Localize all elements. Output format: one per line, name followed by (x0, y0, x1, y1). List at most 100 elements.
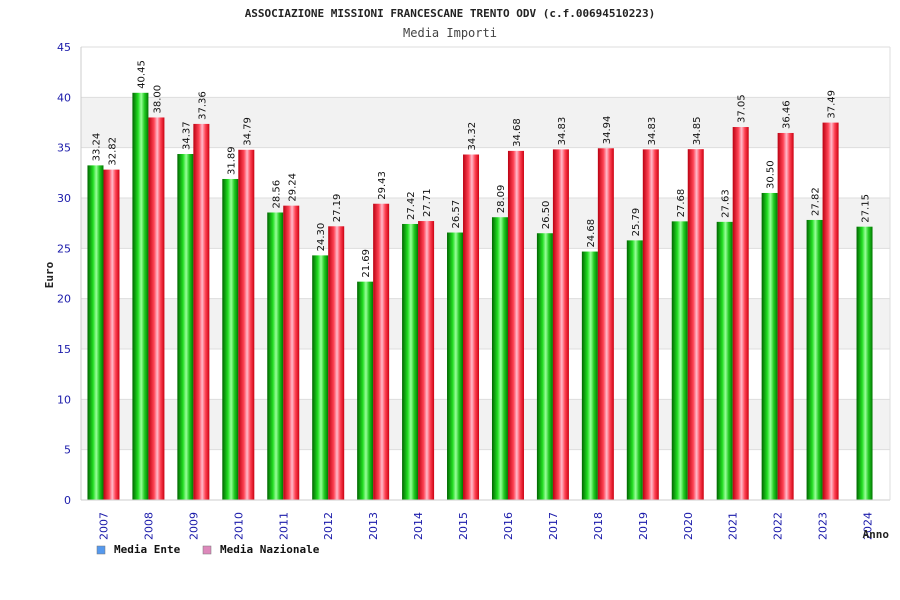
x-tick-label-2019: 2019 (637, 512, 650, 540)
bar-media-ente-2021 (716, 221, 733, 500)
x-tick-labels: 2007 2008 2009 2010 2011 2012 2013 2014 2015 2016… (97, 512, 874, 540)
y-tick-label: 40 (57, 91, 71, 104)
bar-media-nazionale-2007 (103, 169, 120, 500)
value-label: 40.45 (136, 60, 147, 89)
value-label: 34.68 (512, 118, 523, 147)
value-label: 34.83 (557, 117, 568, 146)
value-label: 36.46 (782, 100, 793, 129)
plot-band (81, 147, 890, 198)
y-tick-label: 15 (57, 343, 71, 356)
bar-media-nazionale-2020 (687, 149, 704, 500)
plot-band (81, 399, 890, 450)
value-label: 34.32 (467, 122, 478, 151)
bar-media-ente-2014 (402, 223, 419, 501)
y-tick-label: 20 (57, 293, 71, 306)
bar-media-nazionale-2015 (463, 154, 480, 500)
x-tick-label-2009: 2009 (187, 512, 200, 540)
bar-media-nazionale-2014 (418, 221, 435, 500)
legend-label-0: Media Ente (114, 543, 181, 556)
bar-media-nazionale-2012 (328, 226, 345, 500)
value-label: 34.83 (647, 117, 658, 146)
bar-media-nazionale-2021 (732, 127, 749, 500)
bar-media-ente-2007 (87, 165, 104, 500)
bar-media-nazionale-2011 (283, 205, 300, 500)
x-tick-label-2022: 2022 (772, 512, 785, 540)
bar-media-nazionale-2009 (193, 123, 210, 500)
plot-band (81, 97, 890, 148)
bar-media-nazionale-2016 (507, 150, 524, 500)
x-tick-label-2011: 2011 (277, 512, 290, 540)
bar-media-nazionale-2010 (238, 149, 255, 500)
plot-band (81, 248, 890, 299)
bar-media-ente-2016 (491, 217, 508, 500)
value-label: 24.68 (586, 219, 597, 248)
x-tick-label-2008: 2008 (142, 512, 155, 540)
legend: Media Ente Media Nazionale (96, 543, 320, 556)
value-label: 29.24 (287, 173, 298, 202)
value-label: 27.15 (861, 194, 872, 223)
y-tick-label: 35 (57, 142, 71, 155)
x-tick-label-2007: 2007 (97, 512, 110, 540)
value-label: 33.24 (91, 133, 102, 162)
value-label: 27.63 (721, 189, 732, 218)
value-labels: 33.24 32.82 40.45 38.00 34.37 37.36 31.89 34.79… (91, 60, 871, 277)
y-tick-label: 25 (57, 242, 71, 255)
plot-band (81, 349, 890, 400)
y-tick-label: 45 (57, 41, 71, 54)
value-label: 27.42 (406, 191, 417, 220)
bar-media-ente-2011 (267, 212, 284, 500)
bar-media-ente-2018 (581, 251, 598, 500)
bar-media-ente-2019 (626, 240, 643, 500)
value-label: 34.79 (242, 117, 253, 146)
value-label: 32.82 (107, 137, 118, 166)
bar-media-ente-2008 (132, 92, 149, 500)
plot-band (81, 298, 890, 349)
legend-swatch-0 (96, 545, 106, 555)
bar-media-nazionale-2017 (552, 149, 569, 501)
value-label: 27.68 (676, 189, 687, 218)
value-label: 28.56 (271, 180, 282, 209)
bar-media-ente-2020 (671, 221, 688, 500)
bar-media-ente-2009 (177, 154, 194, 500)
value-label: 34.94 (602, 116, 613, 145)
bar-media-nazionale-2019 (642, 149, 659, 501)
x-tick-label-2020: 2020 (682, 512, 695, 540)
chart-title: ASSOCIAZIONE MISSIONI FRANCESCANE TRENTO… (245, 7, 656, 20)
x-tick-label-2018: 2018 (592, 512, 605, 540)
bar-media-nazionale-2022 (777, 132, 794, 500)
x-tick-label-2013: 2013 (367, 512, 380, 540)
value-label: 38.00 (152, 85, 163, 114)
value-label: 30.50 (766, 160, 777, 189)
y-axis-label: Euro (43, 261, 56, 288)
plot-band (81, 198, 890, 249)
plot-band (81, 449, 890, 500)
x-tick-label-2021: 2021 (727, 512, 740, 540)
value-label: 27.19 (332, 194, 343, 223)
x-tick-label-2014: 2014 (412, 512, 425, 540)
y-tick-label: 30 (57, 192, 71, 205)
bar-media-ente-2015 (447, 232, 464, 500)
legend-swatch-1 (202, 545, 212, 555)
value-label: 24.30 (316, 223, 327, 252)
bar-media-nazionale-2013 (373, 203, 390, 500)
bar-media-ente-2012 (312, 255, 329, 500)
value-label: 34.37 (181, 121, 192, 150)
value-label: 27.82 (811, 187, 822, 216)
value-label: 28.09 (496, 185, 507, 214)
bar-media-ente-2024 (856, 226, 873, 500)
gridlines (81, 46, 890, 501)
value-label: 37.05 (737, 94, 748, 123)
x-tick-label-2023: 2023 (817, 512, 830, 540)
plot-background (81, 47, 890, 500)
bar-media-ente-2022 (761, 192, 778, 500)
x-tick-label-2024: 2024 (862, 512, 875, 540)
x-tick-label-2010: 2010 (232, 512, 245, 540)
bars-group (87, 92, 873, 501)
value-label: 37.36 (197, 91, 208, 120)
plot-band (81, 47, 890, 98)
value-label: 25.79 (631, 208, 642, 237)
chart-subtitle: Media Importi (403, 26, 497, 40)
bar-media-nazionale-2018 (597, 148, 614, 500)
x-tick-label-2015: 2015 (457, 512, 470, 540)
